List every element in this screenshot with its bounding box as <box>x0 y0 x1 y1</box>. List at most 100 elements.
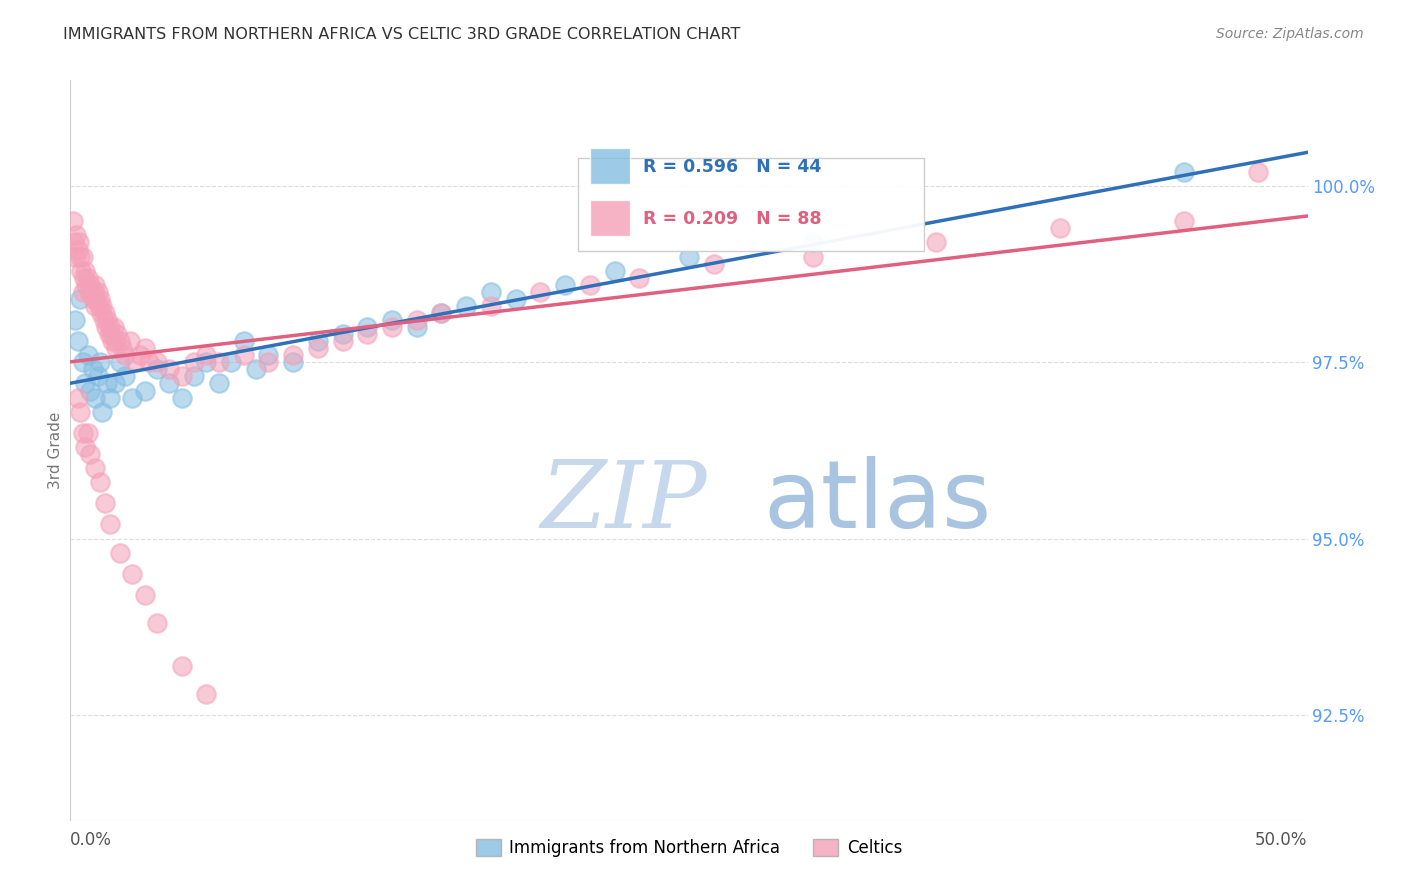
Point <box>157 362 180 376</box>
Point <box>281 348 304 362</box>
Point <box>579 277 602 292</box>
Point <box>90 306 112 320</box>
Point <box>381 320 404 334</box>
Point <box>245 362 267 376</box>
Point <box>63 235 86 250</box>
Point <box>114 348 136 362</box>
Point <box>628 270 651 285</box>
Text: R = 0.596   N = 44: R = 0.596 N = 44 <box>643 158 821 176</box>
Point <box>69 292 91 306</box>
Point <box>66 243 89 257</box>
Point <box>96 376 118 391</box>
Text: atlas: atlas <box>763 457 991 549</box>
Point <box>72 285 94 299</box>
Point <box>801 235 824 250</box>
Point <box>87 299 110 313</box>
Point <box>170 369 193 384</box>
Point <box>91 299 114 313</box>
Point <box>104 376 127 391</box>
Point <box>108 355 131 369</box>
Point <box>208 376 231 391</box>
Point <box>195 687 218 701</box>
Point <box>281 355 304 369</box>
Point <box>111 341 134 355</box>
Point <box>79 277 101 292</box>
Point <box>232 334 254 348</box>
Point <box>381 313 404 327</box>
Point <box>134 588 156 602</box>
Point <box>89 355 111 369</box>
Point <box>84 299 107 313</box>
Point <box>89 475 111 490</box>
Point <box>108 334 131 348</box>
Text: IMMIGRANTS FROM NORTHERN AFRICA VS CELTIC 3RD GRADE CORRELATION CHART: IMMIGRANTS FROM NORTHERN AFRICA VS CELTI… <box>63 27 741 42</box>
Point <box>91 405 114 419</box>
Point <box>479 299 502 313</box>
Point <box>703 257 725 271</box>
Point <box>114 369 136 384</box>
Point <box>456 299 478 313</box>
Point <box>108 546 131 560</box>
FancyBboxPatch shape <box>578 158 924 251</box>
Point <box>801 250 824 264</box>
Point <box>75 376 97 391</box>
Point <box>104 334 127 348</box>
Point <box>72 250 94 264</box>
Text: 0.0%: 0.0% <box>70 831 112 849</box>
Point <box>84 461 107 475</box>
Point <box>75 440 97 454</box>
Point <box>93 313 115 327</box>
Point <box>76 270 98 285</box>
Point <box>96 313 118 327</box>
Point <box>75 263 97 277</box>
Point <box>195 348 218 362</box>
Point <box>72 425 94 440</box>
Point <box>103 320 125 334</box>
Point <box>121 566 143 581</box>
Point <box>332 334 354 348</box>
Point <box>430 306 453 320</box>
Point <box>86 285 108 299</box>
Point <box>146 616 169 631</box>
Point <box>69 405 91 419</box>
Point <box>208 355 231 369</box>
Point <box>70 263 93 277</box>
Point <box>925 235 948 250</box>
Point <box>79 447 101 461</box>
Point <box>146 362 169 376</box>
Point <box>257 348 280 362</box>
Point <box>1173 214 1195 228</box>
Point <box>603 263 626 277</box>
Point <box>84 292 107 306</box>
Point <box>356 327 378 342</box>
Point <box>183 355 205 369</box>
Point <box>98 517 121 532</box>
Point <box>134 341 156 355</box>
Point <box>195 355 218 369</box>
Point <box>170 391 193 405</box>
Point <box>77 285 100 299</box>
Point <box>138 355 160 369</box>
Text: ZIP: ZIP <box>540 458 707 548</box>
Point <box>98 320 121 334</box>
Point <box>72 355 94 369</box>
Point <box>257 355 280 369</box>
Point <box>98 391 121 405</box>
Point <box>170 658 193 673</box>
Text: Source: ZipAtlas.com: Source: ZipAtlas.com <box>1216 27 1364 41</box>
Point <box>100 327 122 342</box>
Point <box>94 496 117 510</box>
Point <box>67 235 90 250</box>
Text: R = 0.209   N = 88: R = 0.209 N = 88 <box>643 210 821 227</box>
Point <box>479 285 502 299</box>
Point <box>97 327 120 342</box>
Point <box>66 334 89 348</box>
Point <box>1049 221 1071 235</box>
Point <box>118 334 141 348</box>
FancyBboxPatch shape <box>591 200 630 235</box>
Point <box>79 384 101 398</box>
Point <box>96 320 118 334</box>
Point <box>307 341 329 355</box>
Point <box>505 292 527 306</box>
Point <box>219 355 242 369</box>
